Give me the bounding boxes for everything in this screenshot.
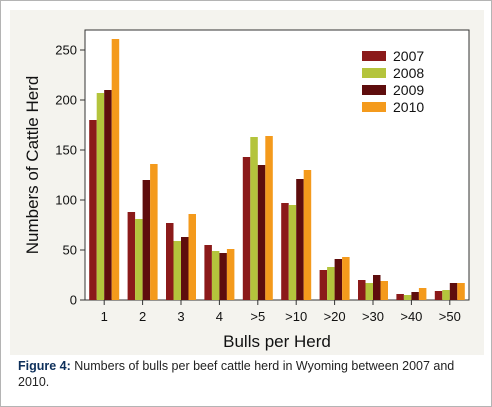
- bar-2008->10: [288, 205, 297, 300]
- bar-2007-4: [204, 245, 212, 300]
- bar-2007->20: [319, 270, 328, 300]
- legend-swatch-2010: [362, 102, 386, 112]
- bar-2008-2: [135, 219, 143, 300]
- bar-2008->40: [403, 295, 412, 300]
- x-tick-label: 1: [101, 309, 108, 324]
- bar-chart: 0 50 100 150 200 250 1 2 3 4 >5 >10 >20 >30 >40 >50 200…: [23, 29, 470, 351]
- x-tick-label: >20: [324, 309, 346, 324]
- bar-2010-1: [111, 39, 120, 300]
- y-tick-label: 200: [55, 93, 77, 108]
- bar-2009-4: [219, 253, 227, 300]
- caption-text: Numbers of bulls per beef cattle herd in…: [18, 359, 455, 389]
- bar-2008->50: [442, 290, 450, 300]
- y-tick-label: 100: [55, 193, 77, 208]
- legend-label-2007: 2007: [393, 48, 424, 64]
- bar-2007-2: [127, 212, 136, 300]
- bar-2009->40: [411, 292, 419, 300]
- x-tick-label: >50: [439, 309, 461, 324]
- y-tick-label: 0: [70, 293, 77, 308]
- bar-2010-3: [188, 214, 196, 300]
- bar-2008-3: [173, 241, 181, 300]
- y-tick-label: 250: [55, 43, 77, 58]
- bar-2008->20: [327, 267, 335, 300]
- figure-caption: Figure 4: Numbers of bulls per beef catt…: [18, 358, 480, 390]
- legend-label-2009: 2009: [393, 82, 424, 98]
- bar-2009->5: [257, 165, 266, 300]
- legend-swatch-2007: [362, 51, 386, 61]
- legend-label-2010: 2010: [393, 99, 424, 115]
- x-tick-label: >5: [250, 309, 265, 324]
- bar-2010-2: [150, 164, 158, 300]
- bar-2009->20: [334, 259, 343, 300]
- legend-swatch-2008: [362, 68, 386, 78]
- bar-2007->30: [358, 280, 366, 300]
- bar-2010->10: [303, 170, 312, 300]
- bar-2009->30: [373, 275, 381, 300]
- x-tick-label: >40: [400, 309, 422, 324]
- bar-2007->5: [242, 157, 251, 300]
- bar-2007-3: [166, 223, 174, 300]
- y-tick-label: 150: [55, 143, 77, 158]
- bar-2007->40: [396, 294, 404, 300]
- bar-2009->50: [449, 283, 458, 300]
- y-tick-label: 50: [63, 243, 77, 258]
- bar-2007-1: [89, 120, 97, 300]
- bar-2010->40: [418, 288, 427, 300]
- bar-2009-3: [181, 237, 189, 300]
- bar-2010->30: [380, 281, 388, 300]
- y-axis-title: Numbers of Cattle Herd: [23, 76, 42, 255]
- bar-2008-4: [211, 251, 220, 300]
- bar-2010->50: [457, 283, 465, 300]
- axes-layer: 0 50 100 150 200 250 1 2 3 4 >5 >10 >20 >30 >40 >50: [55, 43, 461, 325]
- bar-2008-1: [96, 93, 105, 300]
- x-tick-label: 4: [216, 309, 223, 324]
- x-axis-title: Bulls per Herd: [223, 332, 331, 351]
- bar-2008->5: [250, 137, 258, 300]
- legend-label-2008: 2008: [393, 65, 424, 81]
- x-tick-label: 2: [139, 309, 146, 324]
- bar-2007->10: [281, 203, 289, 300]
- bar-2009-1: [104, 90, 112, 300]
- bars-layer: [89, 39, 465, 300]
- bar-2009-2: [142, 180, 151, 300]
- caption-label: Figure 4:: [18, 359, 71, 373]
- bar-2009->10: [296, 179, 304, 300]
- bar-2010->20: [342, 257, 350, 300]
- bar-2008->30: [365, 283, 373, 300]
- bar-2010-4: [226, 249, 235, 300]
- legend-swatch-2009: [362, 85, 386, 95]
- x-tick-label: >10: [285, 309, 307, 324]
- bar-2007->50: [434, 291, 443, 300]
- x-tick-label: >30: [362, 309, 384, 324]
- x-tick-label: 3: [177, 309, 184, 324]
- bar-2010->5: [265, 136, 273, 300]
- chart-panel: 0 50 100 150 200 250 1 2 3 4 >5 >10 >20 >30 >40 >50 200…: [10, 10, 484, 355]
